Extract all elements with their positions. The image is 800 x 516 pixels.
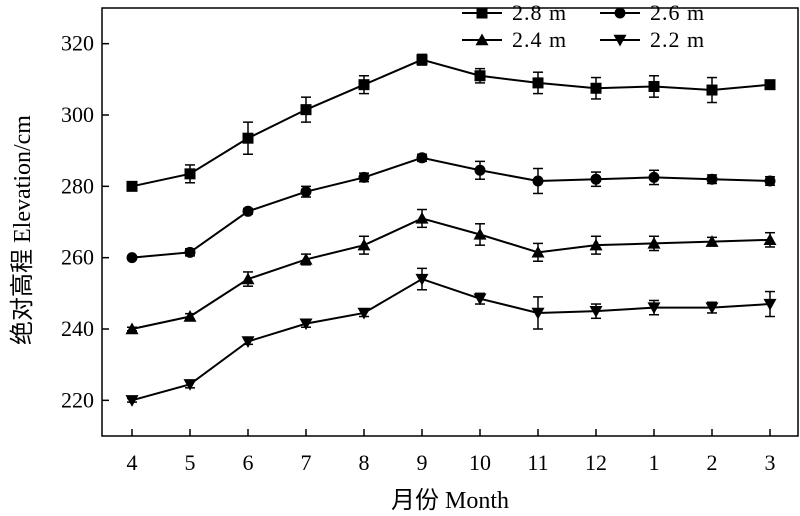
series-line — [131, 277, 771, 402]
data-point — [531, 307, 545, 320]
series-line — [131, 217, 771, 330]
data-point — [474, 164, 486, 176]
data-point — [416, 54, 428, 66]
data-point — [415, 273, 429, 286]
plot-area — [101, 7, 799, 437]
data-point — [647, 302, 661, 315]
data-point — [125, 395, 139, 407]
y-axis: 220 240 260 280 300 320 — [61, 31, 109, 412]
data-point — [126, 252, 138, 264]
x-tick-label: 3 — [765, 450, 776, 475]
series-4 — [125, 267, 777, 407]
data-point — [357, 238, 371, 251]
data-point — [184, 168, 196, 180]
data-point — [126, 180, 138, 192]
data-point — [648, 171, 660, 183]
x-tick-label: 11 — [527, 450, 548, 475]
x-tick-label: 5 — [185, 450, 196, 475]
x-tick-label: 1 — [649, 450, 660, 475]
data-point — [764, 175, 776, 187]
data-point — [705, 235, 719, 247]
data-point — [299, 318, 313, 331]
data-point — [300, 186, 312, 198]
data-point — [531, 245, 545, 258]
data-point — [473, 293, 487, 306]
data-point — [184, 246, 196, 258]
data-point — [590, 173, 602, 185]
legend-marker — [614, 7, 626, 19]
x-tick-label: 8 — [359, 450, 370, 475]
series-layer — [125, 53, 777, 407]
x-axis-title: 月份 Month — [391, 487, 509, 514]
data-point — [647, 236, 661, 249]
data-point — [763, 298, 777, 311]
x-tick-label: 7 — [301, 450, 312, 475]
data-point — [358, 79, 370, 91]
data-point — [474, 70, 486, 82]
data-point — [532, 77, 544, 89]
data-point — [183, 310, 197, 322]
x-tick-label: 10 — [469, 450, 491, 475]
x-tick-label: 12 — [585, 450, 607, 475]
legend-label: 2.2 m — [650, 27, 705, 52]
series-line — [131, 58, 771, 188]
x-axis: 4 5 6 7 8 9 10 11 12 1 2 3 — [127, 429, 776, 475]
legend-marker — [476, 7, 488, 19]
legend: 2.8 m 2.6 m 2.4 m 2.2 m — [462, 0, 705, 52]
data-point — [705, 302, 719, 315]
legend-marker — [613, 34, 627, 47]
series-3 — [125, 208, 777, 335]
data-point — [299, 252, 313, 265]
legend-entry-3: 2.4 m — [462, 27, 567, 52]
data-point — [300, 104, 312, 116]
series-line — [131, 156, 771, 259]
data-point — [125, 322, 139, 335]
plot-frame — [101, 7, 799, 437]
data-point — [532, 175, 544, 187]
data-point — [358, 171, 370, 183]
data-point — [763, 233, 777, 246]
data-point — [648, 80, 660, 92]
series-2 — [126, 152, 776, 264]
data-point — [706, 84, 718, 96]
legend-label: 2.6 m — [650, 0, 705, 25]
data-point — [589, 238, 603, 251]
data-point — [241, 272, 255, 285]
x-tick-label: 2 — [707, 450, 718, 475]
data-point — [590, 82, 602, 94]
series-1 — [126, 53, 776, 192]
y-tick-label: 220 — [61, 387, 94, 412]
data-point — [183, 379, 197, 391]
y-tick-label: 300 — [61, 102, 94, 127]
data-point — [242, 132, 254, 144]
y-tick-label: 260 — [61, 245, 94, 270]
x-tick-label: 4 — [127, 450, 138, 475]
y-tick-label: 280 — [61, 173, 94, 198]
data-point — [416, 152, 428, 164]
data-point — [473, 227, 487, 240]
y-axis-title: 绝对高程 Elevation/cm — [9, 115, 36, 345]
legend-marker — [475, 33, 489, 46]
legend-entry-4: 2.2 m — [600, 27, 705, 52]
data-point — [589, 305, 603, 318]
data-point — [242, 205, 254, 217]
legend-label: 2.8 m — [512, 0, 567, 25]
legend-label: 2.4 m — [512, 27, 567, 52]
legend-entry-2: 2.6 m — [600, 0, 705, 25]
y-tick-label: 240 — [61, 316, 94, 341]
x-tick-label: 9 — [417, 450, 428, 475]
data-point — [357, 307, 371, 320]
data-point — [706, 173, 718, 185]
data-point — [241, 336, 255, 348]
x-tick-label: 6 — [243, 450, 254, 475]
y-tick-label: 320 — [61, 31, 94, 56]
legend-entry-1: 2.8 m — [462, 0, 567, 25]
data-point — [415, 211, 429, 224]
data-point — [764, 79, 776, 91]
